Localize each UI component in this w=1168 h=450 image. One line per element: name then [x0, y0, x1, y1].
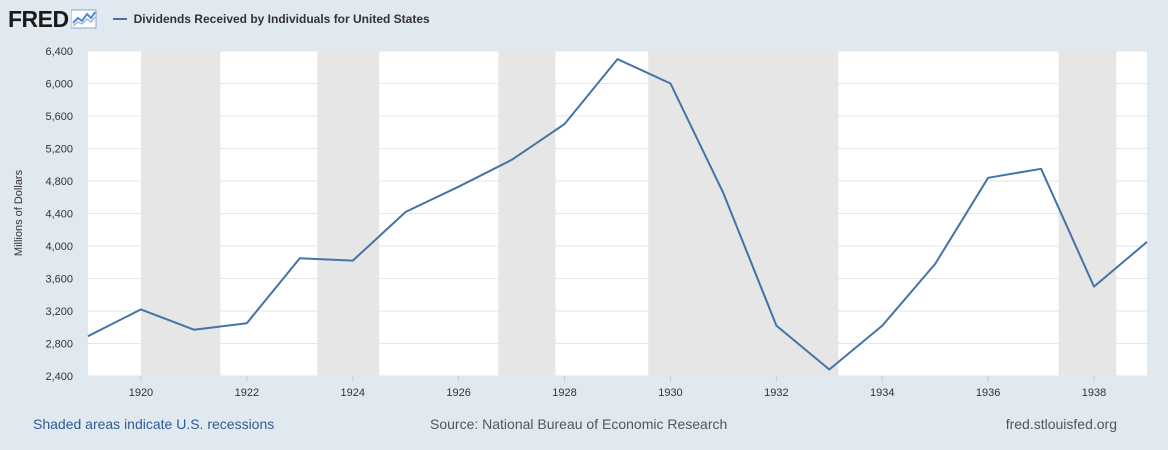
x-tick-label: 1938	[1082, 387, 1106, 399]
x-tick-label: 1924	[341, 387, 365, 399]
x-tick-label: 1934	[870, 387, 894, 399]
y-tick-label: 4,800	[45, 176, 73, 188]
recession-note-link[interactable]: Shaded areas indicate U.S. recessions	[33, 416, 275, 432]
x-axis-ticks: 1920 1922 1924 1926 1928 1930 1932 1934 1936 1938	[129, 376, 1106, 399]
y-tick-label: 4,000	[45, 241, 73, 253]
grid-lines	[88, 50, 1147, 377]
x-tick-label: 1926	[446, 387, 470, 399]
source-text: Source: National Bureau of Economic Rese…	[430, 416, 728, 432]
x-tick-label: 1936	[976, 387, 1000, 399]
logo-graph-icon	[70, 9, 97, 29]
y-tick-label: 3,600	[45, 274, 73, 286]
x-tick-label: 1920	[129, 387, 153, 399]
chart-plot: 2,400 2,800 3,200 3,600 4,000 4,400 4,800 5,200…	[13, 46, 1148, 399]
site-link[interactable]: fred.stlouisfed.org	[1005, 416, 1117, 432]
chart-legend: Dividends Received by Individuals for Un…	[112, 12, 430, 26]
x-tick-label: 1928	[552, 387, 576, 399]
y-axis-ticks: 2,400 2,800 3,200 3,600 4,000 4,400 4,800 5,200…	[45, 46, 73, 383]
y-tick-label: 6,000	[45, 79, 73, 91]
logo-text: FRED	[8, 5, 69, 32]
series-layer	[87, 58, 1148, 371]
legend-label: Dividends Received by Individuals for Un…	[133, 12, 430, 26]
x-tick-label: 1930	[658, 387, 682, 399]
x-tick-label: 1922	[235, 387, 259, 399]
y-axis-label: Millions of Dollars	[13, 169, 25, 256]
y-tick-label: 4,400	[45, 209, 73, 221]
y-tick-label: 3,200	[45, 306, 73, 318]
y-tick-label: 2,400	[45, 371, 73, 383]
y-tick-label: 6,400	[45, 46, 73, 58]
y-tick-label: 5,200	[45, 144, 73, 156]
x-tick-label: 1932	[764, 387, 788, 399]
legend-swatch	[112, 18, 127, 20]
y-tick-label: 2,800	[45, 339, 73, 351]
series-line	[87, 58, 1148, 371]
fred-logo[interactable]: FRED	[8, 6, 97, 33]
header: FRED Dividends Received by Individuals f…	[8, 6, 430, 32]
y-tick-label: 5,600	[45, 111, 73, 123]
